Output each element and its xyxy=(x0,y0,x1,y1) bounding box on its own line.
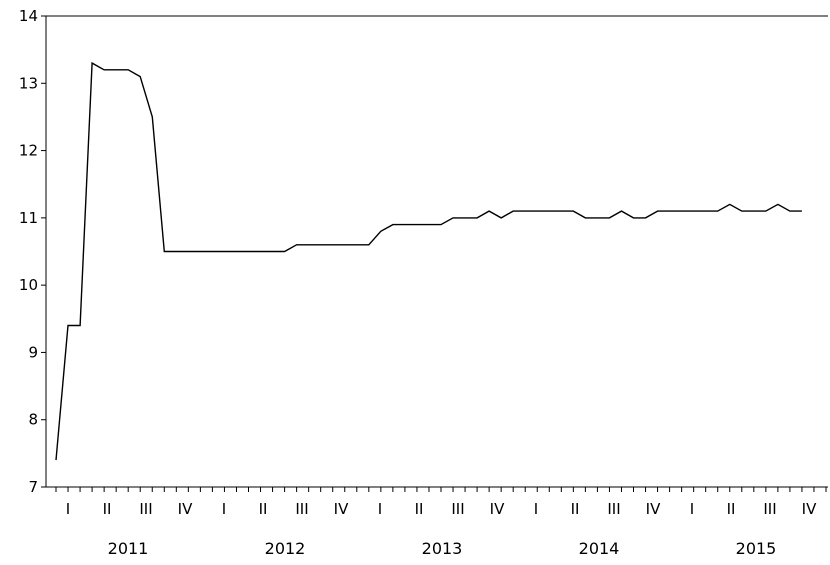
quarter-label: III xyxy=(763,500,776,518)
y-tick-label: 12 xyxy=(19,142,38,160)
x-axis: I II III IV I II III IV I II III IV I II III IV I II III IV… xyxy=(55,487,827,558)
quarter-label: IV xyxy=(646,500,661,518)
y-axis: 7 8 9 10 11 12 13 14 xyxy=(19,7,46,496)
y-tick-label: 9 xyxy=(28,343,38,361)
quarter-label: IV xyxy=(490,500,505,518)
quarter-label: III xyxy=(451,500,464,518)
year-label: 2014 xyxy=(579,539,620,558)
quarter-label: II xyxy=(727,500,736,518)
year-label: 2015 xyxy=(736,539,777,558)
quarter-label: I xyxy=(222,500,226,518)
plot-frame xyxy=(45,15,828,488)
quarter-label: I xyxy=(534,500,538,518)
quarter-label: II xyxy=(259,500,268,518)
year-label: 2012 xyxy=(265,539,306,558)
y-tick-label: 8 xyxy=(28,411,38,429)
series-group xyxy=(55,61,802,461)
y-tick-label: 7 xyxy=(28,478,38,496)
quarter-label: I xyxy=(378,500,382,518)
quarter-label: III xyxy=(139,500,152,518)
quarter-label: IV xyxy=(178,500,193,518)
year-label: 2011 xyxy=(108,539,149,558)
quarter-label: II xyxy=(103,500,112,518)
y-tick-label: 11 xyxy=(19,209,38,227)
quarter-label: II xyxy=(571,500,580,518)
quarter-label: IV xyxy=(802,500,817,518)
quarter-label: I xyxy=(690,500,694,518)
quarter-label: I xyxy=(66,500,70,518)
quarter-label: IV xyxy=(334,500,349,518)
quarter-label: III xyxy=(295,500,308,518)
y-tick-label: 13 xyxy=(19,74,38,92)
series-line xyxy=(55,61,802,461)
quarter-label: III xyxy=(607,500,620,518)
year-label: 2013 xyxy=(422,539,463,558)
quarter-label: II xyxy=(415,500,424,518)
y-tick-label: 10 xyxy=(19,276,38,294)
y-tick-label: 14 xyxy=(19,7,38,25)
